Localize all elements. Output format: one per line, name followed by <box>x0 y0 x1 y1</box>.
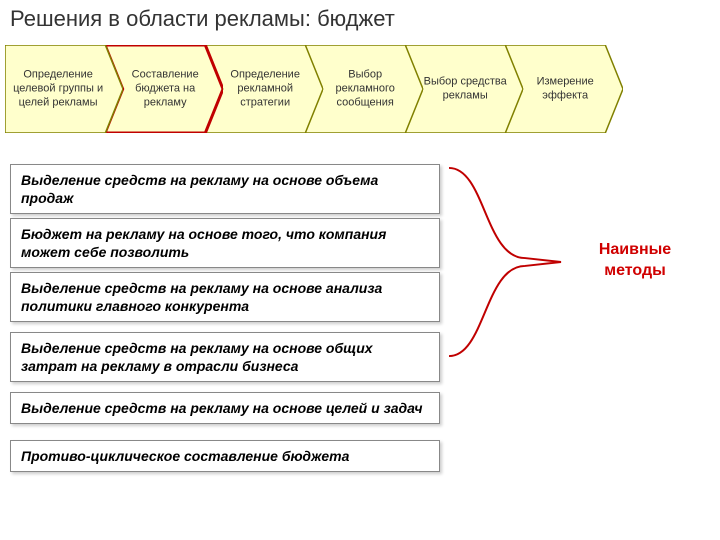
process-step-label: Выбор рекламного сообщения <box>322 68 409 109</box>
process-flow: Определение целевой группы и целей рекла… <box>5 45 715 133</box>
method-box: Выделение средств на рекламу на основе о… <box>10 164 440 214</box>
method-box: Выделение средств на рекламу на основе а… <box>10 272 440 322</box>
bracket-label: Наивные методы <box>570 240 700 282</box>
method-box: Выделение средств на рекламу на основе ц… <box>10 392 440 424</box>
method-box: Выделение средств на рекламу на основе о… <box>10 332 440 382</box>
page-title: Решения в области рекламы: бюджет <box>10 6 395 32</box>
process-step-label: Измерение эффекта <box>522 75 609 103</box>
bracket <box>445 164 565 360</box>
method-box: Бюджет на рекламу на основе того, что ко… <box>10 218 440 268</box>
process-step: Определение целевой группы и целей рекла… <box>5 45 123 133</box>
process-step-label: Определение рекламной стратегии <box>222 68 309 109</box>
process-step-label: Определение целевой группы и целей рекла… <box>10 68 107 109</box>
method-box: Противо-циклическое составление бюджета <box>10 440 440 472</box>
process-step-label: Выбор средства рекламы <box>422 75 509 103</box>
process-step-label: Составление бюджета на рекламу <box>122 68 209 109</box>
